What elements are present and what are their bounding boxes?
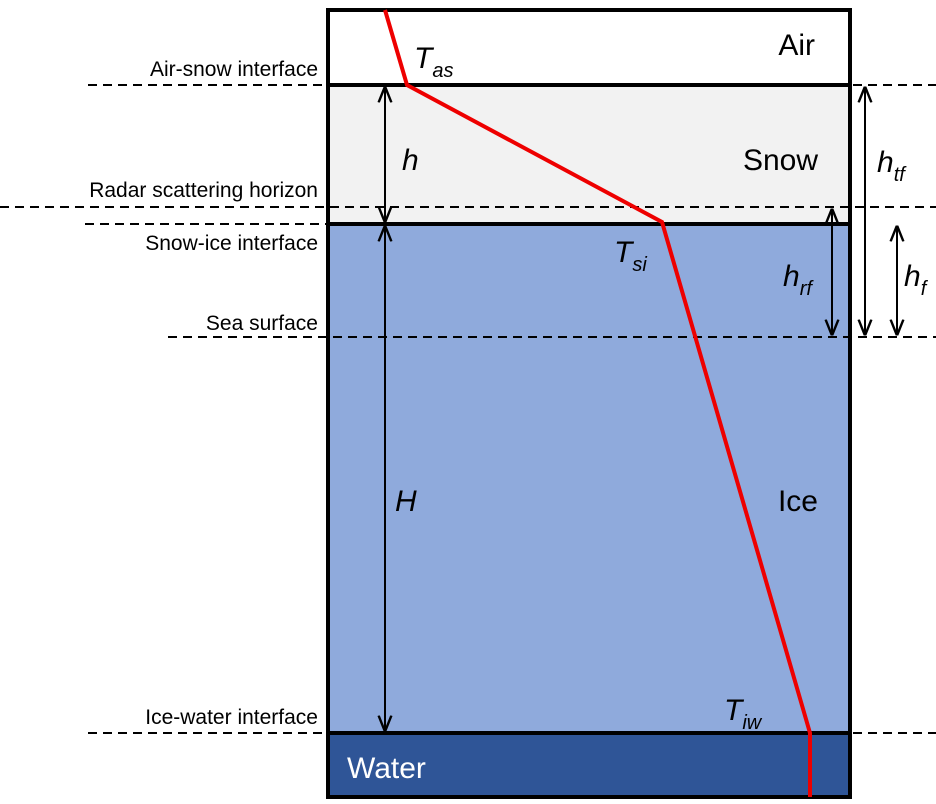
interface-label: Snow-ice interface bbox=[145, 232, 318, 255]
temperature-label: Tiw bbox=[724, 694, 763, 734]
interface-label: Ice-water interface bbox=[145, 706, 318, 729]
interface-label: Sea surface bbox=[206, 312, 318, 335]
dimension-label: hf bbox=[904, 260, 929, 300]
temperature-profile bbox=[383, 9, 812, 797]
layer-label: Snow bbox=[743, 144, 818, 177]
air-layer bbox=[328, 10, 850, 85]
dimension-label: htf bbox=[877, 146, 907, 186]
layer-label: Air bbox=[778, 29, 815, 62]
interface-label: Air-snow interface bbox=[150, 58, 318, 81]
dimension-label: H bbox=[395, 485, 417, 518]
temperature-label: Tas bbox=[414, 42, 453, 82]
dimension-label: h bbox=[402, 144, 419, 177]
water-layer bbox=[328, 733, 850, 797]
snow-layer bbox=[328, 85, 850, 224]
dimension-label: hrf bbox=[783, 260, 814, 300]
column-border bbox=[326, 8, 852, 799]
ice-layer bbox=[328, 224, 850, 733]
layer-label: Ice bbox=[778, 485, 818, 518]
temperature-label: Tsi bbox=[614, 236, 647, 276]
interface-label: Radar scattering horizon bbox=[89, 179, 318, 202]
layer-label: Water bbox=[347, 752, 426, 785]
